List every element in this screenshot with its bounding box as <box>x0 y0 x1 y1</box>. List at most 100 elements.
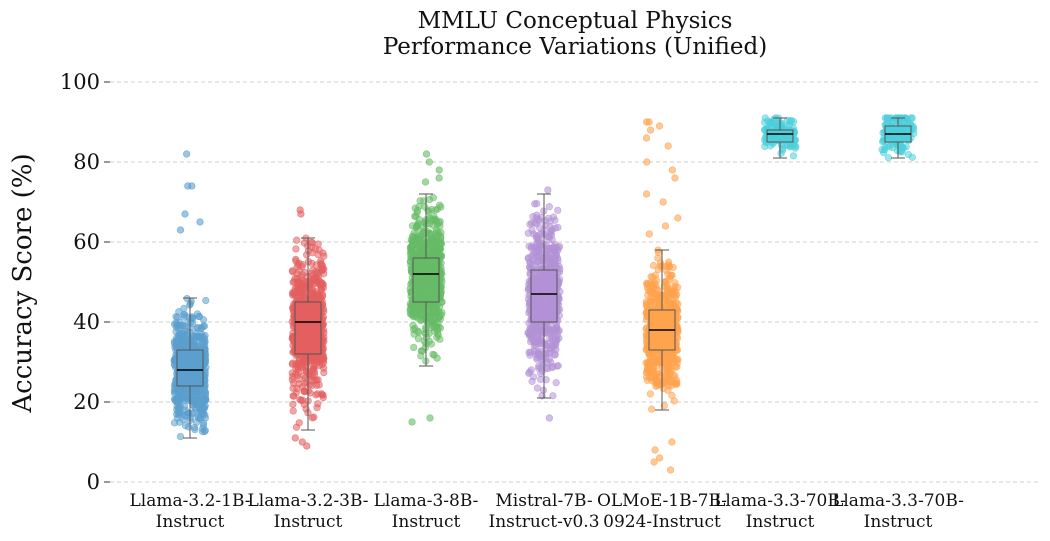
data-point <box>308 249 316 257</box>
y-tick-label: 20 <box>73 390 100 414</box>
outlier-point <box>642 190 651 198</box>
x-tick-label: OLMoE-1B-7B-0924-Instruct <box>597 491 727 532</box>
data-point <box>434 238 442 246</box>
data-point <box>524 254 532 262</box>
data-point <box>883 114 892 122</box>
data-point <box>295 356 303 364</box>
data-point <box>426 214 434 222</box>
data-point <box>436 201 444 209</box>
data-point <box>199 421 208 430</box>
outlier-point <box>184 182 192 190</box>
data-point <box>320 364 328 372</box>
data-point <box>547 330 555 338</box>
outlier-point <box>291 434 299 442</box>
data-point <box>308 269 316 278</box>
data-point <box>664 361 672 369</box>
data-point <box>533 384 541 392</box>
iqr-box <box>766 129 794 143</box>
data-point <box>296 294 305 302</box>
data-point <box>202 296 210 305</box>
data-point <box>884 154 892 162</box>
data-point <box>554 206 562 214</box>
data-point <box>653 358 661 366</box>
outlier-point <box>426 414 434 422</box>
data-point <box>411 212 419 220</box>
outlier-point <box>181 210 189 218</box>
outlier-point <box>645 230 653 238</box>
data-point <box>201 331 209 340</box>
data-point <box>648 405 656 413</box>
data-point <box>760 118 769 127</box>
outlier-point <box>643 158 651 166</box>
data-point <box>666 369 674 378</box>
data-point <box>791 144 799 152</box>
data-point <box>172 342 180 350</box>
data-point <box>665 258 673 266</box>
data-point <box>174 408 182 416</box>
data-point <box>652 377 661 385</box>
outlier-point <box>544 186 552 194</box>
data-point <box>548 225 556 234</box>
plot-area <box>170 114 918 474</box>
data-point <box>547 252 555 260</box>
data-point <box>303 378 311 386</box>
data-point <box>542 353 550 362</box>
outlier-point <box>646 126 655 134</box>
data-point <box>646 390 654 398</box>
data-point <box>181 402 189 410</box>
outlier-point <box>668 166 676 174</box>
series-group <box>642 118 682 474</box>
data-point <box>430 246 438 255</box>
outlier-point <box>183 150 191 158</box>
data-point <box>296 283 304 291</box>
data-point <box>436 335 444 343</box>
outlier-point <box>422 150 431 158</box>
outlier-point <box>659 198 667 206</box>
iqr-box <box>294 301 322 355</box>
data-point <box>552 379 560 387</box>
data-point <box>310 413 318 421</box>
x-tick-label: Llama-3-8B-Instruct <box>374 491 479 532</box>
data-point <box>545 203 553 211</box>
data-point <box>314 354 323 362</box>
data-point <box>414 335 423 343</box>
data-point <box>671 380 680 388</box>
data-point <box>668 391 676 400</box>
data-point <box>525 369 533 377</box>
iqr-box <box>412 257 440 303</box>
x-tick-label-line2: Instruct <box>274 512 343 532</box>
series-group <box>760 114 800 160</box>
data-point <box>672 362 680 371</box>
iqr-box <box>530 269 558 323</box>
data-point <box>908 153 917 161</box>
outlier-point <box>298 438 306 446</box>
data-point <box>526 348 535 356</box>
iqr-box <box>176 349 204 387</box>
data-point <box>201 338 209 346</box>
x-axis-ticks: Llama-3.2-1B-InstructLlama-3.2-3B-Instru… <box>129 491 963 532</box>
data-point <box>650 279 659 287</box>
data-point <box>301 278 310 286</box>
data-point <box>318 266 326 274</box>
data-point <box>177 331 185 340</box>
data-point <box>539 386 548 394</box>
data-point <box>292 245 300 253</box>
data-point <box>187 318 195 326</box>
outlier-point <box>303 442 311 450</box>
x-tick-label-line2: Instruct <box>746 512 815 532</box>
data-point <box>181 311 189 319</box>
y-tick-label: 80 <box>73 150 100 174</box>
data-point <box>534 349 542 357</box>
data-point <box>298 262 306 271</box>
outlier-point <box>421 178 430 186</box>
x-tick-label-line1: Mistral-7B- <box>495 491 592 511</box>
outlier-point <box>297 210 305 218</box>
data-point <box>429 194 437 202</box>
data-point <box>297 396 305 404</box>
outlier-point <box>650 458 658 466</box>
data-point <box>199 316 208 324</box>
data-point <box>536 243 545 251</box>
data-point <box>544 364 552 373</box>
data-point <box>289 359 297 367</box>
